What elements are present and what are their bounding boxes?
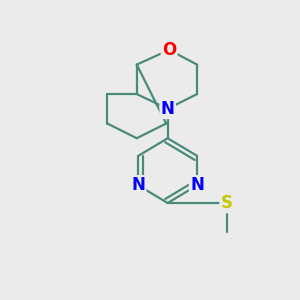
Text: O: O (162, 41, 176, 59)
Text: N: N (161, 100, 175, 118)
Text: N: N (190, 176, 204, 194)
Text: S: S (220, 194, 232, 212)
Text: N: N (131, 176, 145, 194)
